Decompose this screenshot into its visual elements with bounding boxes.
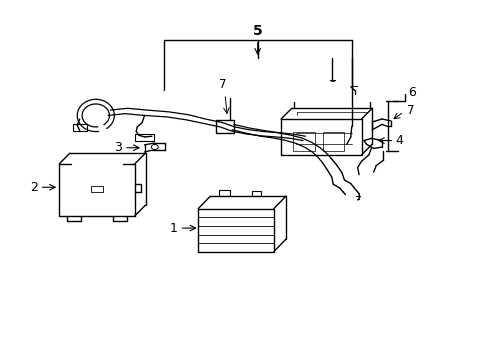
Text: 1: 1 — [169, 221, 177, 235]
Bar — [73, 124, 87, 131]
Text: 5: 5 — [252, 24, 262, 38]
Bar — [135, 134, 154, 141]
Bar — [198, 209, 273, 252]
Text: 7: 7 — [406, 104, 413, 117]
Bar — [216, 120, 233, 133]
Bar — [281, 119, 361, 155]
Bar — [322, 132, 344, 151]
Bar — [219, 190, 229, 196]
Text: 3: 3 — [114, 141, 122, 154]
Text: 2: 2 — [30, 181, 38, 194]
Text: 6: 6 — [407, 86, 415, 99]
Bar — [91, 186, 103, 193]
Bar — [293, 132, 315, 151]
Bar — [251, 191, 260, 196]
Text: 4: 4 — [395, 134, 403, 147]
Text: 7: 7 — [218, 78, 226, 91]
